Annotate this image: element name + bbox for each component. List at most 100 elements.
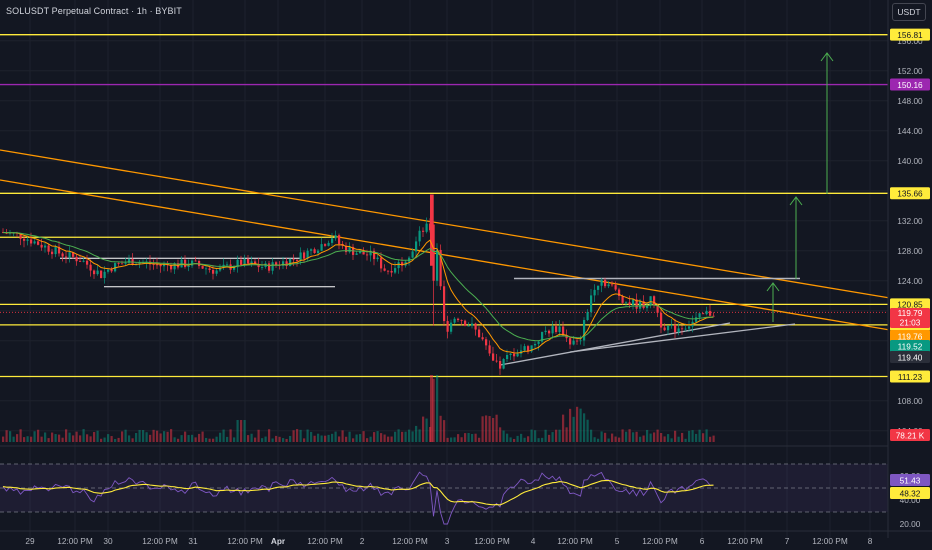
- candle-body: [366, 254, 369, 256]
- volume-bar: [569, 408, 572, 442]
- candle-body: [9, 232, 12, 234]
- volume-bar: [345, 436, 348, 442]
- time-tick: 12:00 PM: [307, 536, 343, 546]
- rsi-ma-bg: [890, 487, 930, 499]
- volume-bar: [278, 436, 281, 442]
- volume-bar: [422, 416, 425, 442]
- candle-body: [30, 239, 33, 244]
- volume-bar: [656, 429, 659, 442]
- level-label: 111.23: [898, 372, 923, 382]
- volume-bar: [401, 431, 404, 442]
- candle-body: [327, 242, 330, 246]
- candle-body: [457, 318, 460, 321]
- time-tick: 30: [103, 536, 113, 546]
- price-tick: 152.00: [897, 66, 923, 76]
- level-label: 156.81: [897, 30, 923, 40]
- volume-bar: [33, 431, 36, 442]
- candle-body: [282, 261, 285, 266]
- candle-body: [124, 262, 127, 264]
- volume-bar: [166, 431, 169, 442]
- volume-bar: [565, 427, 568, 442]
- candle-body: [93, 270, 96, 275]
- rsi-tick: 20.00: [900, 519, 921, 529]
- moving-averages: [2, 232, 714, 354]
- volume-bar: [233, 437, 236, 442]
- volume-bar: [670, 438, 673, 442]
- volume-bar: [19, 429, 22, 442]
- candle-body: [82, 260, 85, 262]
- candle-body: [688, 326, 691, 329]
- candle-body: [47, 245, 50, 252]
- volume-bar: [58, 434, 61, 442]
- volume-bar: [180, 435, 183, 442]
- volume-bar: [516, 435, 519, 442]
- candle-body: [37, 241, 40, 245]
- volume-bar: [299, 429, 302, 442]
- candle-body: [611, 284, 614, 286]
- volume-bar: [478, 437, 481, 442]
- candle-body: [530, 345, 533, 352]
- time-axis: 29 12:00 PM 30 12:00 PM 31 12:00 PM Apr 12:00 P…: [0, 530, 932, 546]
- level-label: 120.85: [897, 300, 923, 310]
- volume-bar: [212, 438, 215, 442]
- volume-bar: [527, 436, 530, 442]
- volume-bar: [387, 436, 390, 442]
- candle-body: [89, 264, 92, 271]
- currency-button[interactable]: USDT: [892, 3, 926, 21]
- candle-body: [397, 262, 400, 269]
- candle-body: [331, 238, 334, 243]
- volume-bar: [698, 429, 701, 442]
- volume-bar: [418, 429, 421, 442]
- volume-bar: [79, 435, 82, 442]
- candle-body: [345, 245, 348, 253]
- candle-body: [548, 330, 551, 334]
- volume-bar: [380, 433, 383, 442]
- volume-bar: [51, 432, 54, 442]
- volume-bar: [492, 417, 495, 442]
- candle-body: [215, 270, 218, 274]
- time-tick: 2: [360, 536, 365, 546]
- volume-bar: [450, 437, 453, 442]
- candle-body: [534, 343, 537, 346]
- volume-bar: [712, 435, 715, 442]
- volume-bar: [159, 433, 162, 442]
- candle-body: [243, 258, 246, 265]
- candle-body: [481, 337, 484, 340]
- candle-body: [233, 267, 236, 270]
- candle-body: [380, 257, 383, 269]
- chart-title: SOLUSDT Perpetual Contract · 1h · BYBIT: [6, 6, 182, 16]
- volume-bar: [247, 435, 250, 442]
- volume-bar: [170, 429, 173, 442]
- candle-body: [100, 270, 103, 278]
- volume-bar: [236, 420, 239, 442]
- volume-bar: [47, 438, 50, 442]
- volume-bar: [149, 434, 152, 442]
- volume-bar: [674, 430, 677, 442]
- time-tick: 12:00 PM: [392, 536, 428, 546]
- candle-body: [705, 311, 708, 315]
- candle-body: [663, 327, 666, 331]
- candle-body: [117, 263, 120, 264]
- volume-bar: [614, 436, 617, 442]
- rsi-line: [2, 471, 714, 525]
- candle-body: [649, 296, 652, 306]
- rsi-ma-label: 48.32: [900, 488, 921, 498]
- spike-volume: [430, 375, 433, 442]
- volume-bar: [320, 435, 323, 442]
- candle-body: [618, 289, 621, 296]
- volume-bar: [187, 435, 190, 442]
- volume-bar: [506, 433, 509, 442]
- candle-body: [576, 340, 579, 342]
- candle-body: [250, 261, 253, 264]
- volume-bar: [663, 436, 666, 442]
- volume-bar: [2, 436, 5, 442]
- volume-bar: [460, 437, 463, 442]
- candle-body: [502, 359, 505, 369]
- candle-body: [107, 269, 110, 272]
- volume-bars: [2, 374, 715, 442]
- candle-body: [275, 262, 278, 265]
- volume-bar: [257, 429, 260, 442]
- candle-body: [173, 263, 176, 270]
- volume-bar: [376, 431, 379, 442]
